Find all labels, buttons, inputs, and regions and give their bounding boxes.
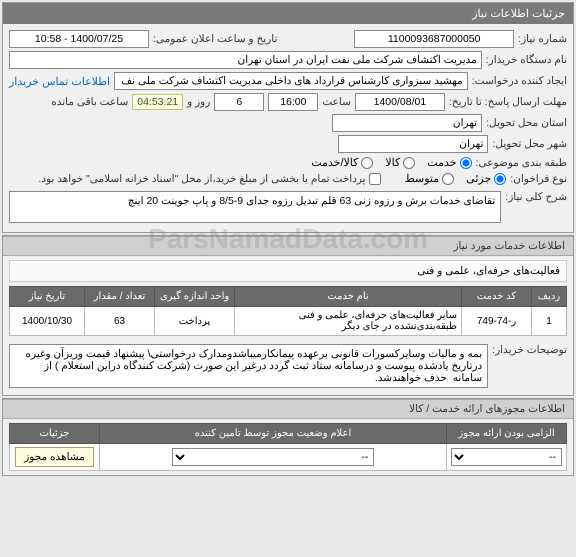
notes-label: توضیحات خریدار: <box>492 344 567 356</box>
col-code: کد خدمت <box>462 287 532 307</box>
announce-input[interactable] <box>9 30 149 48</box>
cell-code: ر-74-749 <box>462 307 532 336</box>
main-container: ParsNamadData.com { "watermark": "ParsNa… <box>0 2 576 476</box>
request-no-input[interactable] <box>354 30 514 48</box>
permits-header-row: الزامی بودن ارائه مجوز اعلام وضعیت مجوز … <box>10 424 567 444</box>
request-no-label: شماره نیاز: <box>518 33 567 45</box>
radio-service[interactable]: خدمت <box>427 156 471 169</box>
detail-cell: مشاهده مجوز <box>10 444 100 471</box>
permits-panel-header: اطلاعات مجوزهای ارائه خدمت / کالا <box>3 399 573 419</box>
subject-group-label: طبقه بندی موضوعی: <box>476 157 567 169</box>
notes-textarea[interactable] <box>9 344 488 388</box>
deadline-date-input[interactable] <box>355 93 445 111</box>
info-panel: جزئیات اطلاعات نیاز شماره نیاز: تاریخ و … <box>2 2 574 233</box>
cell-name: سایر فعالیت‌های حرفه‌ای، علمی و فنی طبقه… <box>235 307 462 336</box>
time-label: ساعت <box>322 96 351 108</box>
col-unit: واحد اندازه گیری <box>155 287 235 307</box>
table-row[interactable]: 1 ر-74-749 سایر فعالیت‌های حرفه‌ای، علمی… <box>10 307 567 336</box>
province-label: استان محل تحویل: <box>486 117 567 129</box>
permits-panel: اطلاعات مجوزهای ارائه خدمت / کالا الزامی… <box>2 398 574 476</box>
announce-label: تاریخ و ساعت اعلان عمومی: <box>153 33 277 45</box>
countdown: 04:53:21 <box>132 94 183 110</box>
cell-qty: 63 <box>85 307 155 336</box>
mandatory-select[interactable]: -- <box>451 448 562 466</box>
city-label: شهر محل تحویل: <box>492 138 567 150</box>
status-select[interactable]: -- <box>172 448 375 466</box>
buyer-input[interactable] <box>9 51 482 69</box>
col-detail: جزئیات <box>10 424 100 444</box>
permits-row[interactable]: -- -- مشاهده مجوز <box>10 444 567 471</box>
desc-textarea[interactable] <box>9 191 501 223</box>
services-table: ردیف کد خدمت نام خدمت واحد اندازه گیری ت… <box>9 286 567 336</box>
remain-label: ساعت باقی مانده <box>51 96 128 108</box>
radio-partial[interactable]: جزئی <box>466 172 506 185</box>
payment-checkbox[interactable]: پرداخت تمام یا بخشی از مبلغ خرید،از محل … <box>38 173 380 185</box>
province-input[interactable] <box>332 114 482 132</box>
col-mandatory: الزامی بودن ارائه مجوز <box>447 424 567 444</box>
cell-date: 1400/10/30 <box>10 307 85 336</box>
view-permit-button[interactable]: مشاهده مجوز <box>15 447 94 467</box>
services-panel-header: اطلاعات خدمات مورد نیاز <box>3 236 573 256</box>
creator-input[interactable] <box>114 72 468 90</box>
activity-box: فعالیت‌های حرفه‌ای، علمی و فنی <box>9 260 567 282</box>
col-status: اعلام وضعیت مجوز توسط تامین کننده <box>100 424 447 444</box>
permits-table: الزامی بودن ارائه مجوز اعلام وضعیت مجوز … <box>9 423 567 471</box>
creator-label: ایجاد کننده درخواست: <box>472 75 567 87</box>
fund-label: نوع فراخوان: <box>510 173 567 185</box>
deadline-time-input[interactable] <box>268 93 318 111</box>
col-date: تاریخ نیاز <box>10 287 85 307</box>
radio-both[interactable]: کالا/خدمت <box>311 156 373 169</box>
cell-unit: پرداخت <box>155 307 235 336</box>
buyer-label: نام دستگاه خریدار: <box>486 54 567 66</box>
fund-radio-group: جزئی متوسط <box>405 172 507 185</box>
col-name: نام خدمت <box>235 287 462 307</box>
mandatory-cell: -- <box>447 444 567 471</box>
radio-goods[interactable]: کالا <box>385 156 415 169</box>
info-panel-header: جزئیات اطلاعات نیاز <box>3 3 573 24</box>
col-row: ردیف <box>532 287 567 307</box>
radio-medium[interactable]: متوسط <box>405 172 455 185</box>
city-input[interactable] <box>338 135 488 153</box>
deadline-label: مهلت ارسال پاسخ: تا تاریخ: <box>449 96 567 108</box>
status-cell: -- <box>100 444 447 471</box>
services-panel: اطلاعات خدمات مورد نیاز فعالیت‌های حرفه‌… <box>2 235 574 396</box>
col-qty: تعداد / مقدار <box>85 287 155 307</box>
table-header-row: ردیف کد خدمت نام خدمت واحد اندازه گیری ت… <box>10 287 567 307</box>
days-label: روز و <box>187 96 210 108</box>
cell-idx: 1 <box>532 307 567 336</box>
desc-label: شرح کلی نیاز: <box>505 191 567 203</box>
days-input[interactable] <box>214 93 264 111</box>
subject-radio-group: خدمت کالا کالا/خدمت <box>311 156 471 169</box>
contact-link[interactable]: اطلاعات تماس خریدار <box>9 75 110 88</box>
